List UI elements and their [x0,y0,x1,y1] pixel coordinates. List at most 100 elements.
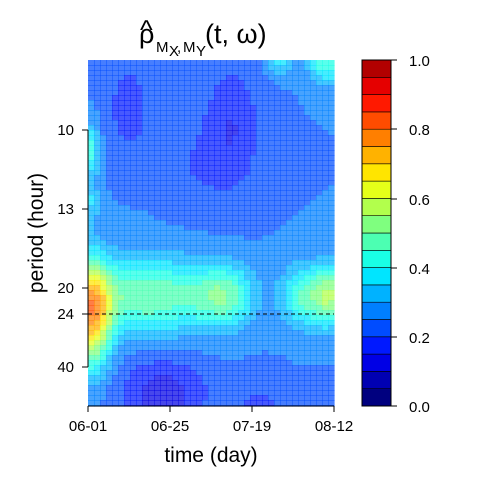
heatmap-cell [322,195,329,201]
heatmap-cell [136,170,143,176]
heatmap-cell [298,125,305,131]
heatmap-cell [142,380,149,386]
heatmap-cell [136,295,143,301]
heatmap-cell [190,370,197,376]
heatmap-cell [268,325,275,331]
heatmap-cell [202,165,209,171]
heatmap-cell [274,160,281,166]
heatmap-cell [142,220,149,226]
heatmap-cell [268,90,275,96]
heatmap-cell [244,75,251,81]
heatmap-cell [274,150,281,156]
heatmap-cell [166,110,173,116]
heatmap-cell [304,340,311,346]
heatmap-cell [130,390,137,396]
heatmap-cell [250,195,257,201]
heatmap-cell [256,240,263,246]
heatmap-cell [328,200,335,206]
heatmap-cell [178,355,185,361]
heatmap-cell [268,245,275,251]
heatmap-cell [154,140,161,146]
heatmap-cell [238,340,245,346]
heatmap-cell [154,360,161,366]
heatmap-cell [238,275,245,281]
heatmap-cell [94,125,101,131]
heatmap-cell [166,220,173,226]
heatmap-cell [130,360,137,366]
heatmap-cell [286,65,293,71]
heatmap-cell [196,250,203,256]
heatmap-cell [322,255,329,261]
heatmap-cell [148,90,155,96]
heatmap-cell [328,205,335,211]
heatmap-cell [208,115,215,121]
heatmap-cell [310,215,317,221]
heatmap-cell [292,80,299,86]
heatmap-cell [88,130,95,136]
heatmap-cell [226,315,233,321]
heatmap-cell [220,280,227,286]
heatmap-cell [310,255,317,261]
heatmap-cell [322,340,329,346]
heatmap-cell [316,250,323,256]
heatmap-cell [268,265,275,271]
heatmap-cell [196,210,203,216]
heatmap-cell [190,110,197,116]
heatmap-cell [328,195,335,201]
heatmap-cell [292,170,299,176]
heatmap-cell [232,370,239,376]
heatmap-cell [298,100,305,106]
heatmap-cell [166,165,173,171]
heatmap-cell [166,85,173,91]
heatmap-cell [250,235,257,241]
heatmap-cell [184,360,191,366]
heatmap-cell [244,310,251,316]
heatmap-cell [94,225,101,231]
heatmap-cell [286,80,293,86]
heatmap-cell [304,275,311,281]
heatmap-cell [184,295,191,301]
heatmap-cell [298,190,305,196]
heatmap-cell [112,280,119,286]
heatmap-cell [112,310,119,316]
heatmap-cell [232,320,239,326]
heatmap-cell [274,360,281,366]
heatmap-cell [262,155,269,161]
heatmap-cell [238,265,245,271]
heatmap-cell [310,185,317,191]
heatmap-cell [328,325,335,331]
heatmap-cell [280,275,287,281]
heatmap-cell [124,235,131,241]
heatmap-cell [100,210,107,216]
heatmap-cell [280,270,287,276]
heatmap-cell [316,270,323,276]
heatmap-cell [304,265,311,271]
x-tick-label: 08-12 [315,418,353,435]
heatmap-cell [274,240,281,246]
heatmap-cell [280,130,287,136]
heatmap-cell [166,225,173,231]
heatmap-cell [274,170,281,176]
heatmap-cell [202,355,209,361]
heatmap-cell [100,130,107,136]
heatmap-cell [160,130,167,136]
heatmap-cell [238,210,245,216]
heatmap-cell [220,65,227,71]
heatmap-cell [244,200,251,206]
heatmap-cell [310,335,317,341]
heatmap-cell [274,295,281,301]
heatmap-cell [148,285,155,291]
heatmap-cell [142,225,149,231]
heatmap-cell [130,280,137,286]
heatmap-cell [172,145,179,151]
heatmap-cell [274,325,281,331]
heatmap-cell [226,120,233,126]
heatmap-cell [274,300,281,306]
heatmap-cell [160,180,167,186]
heatmap-cell [142,170,149,176]
heatmap-cell [190,95,197,101]
heatmap-cell [268,345,275,351]
heatmap-cell [142,350,149,356]
heatmap-cell [304,75,311,81]
heatmap-cell [118,240,125,246]
